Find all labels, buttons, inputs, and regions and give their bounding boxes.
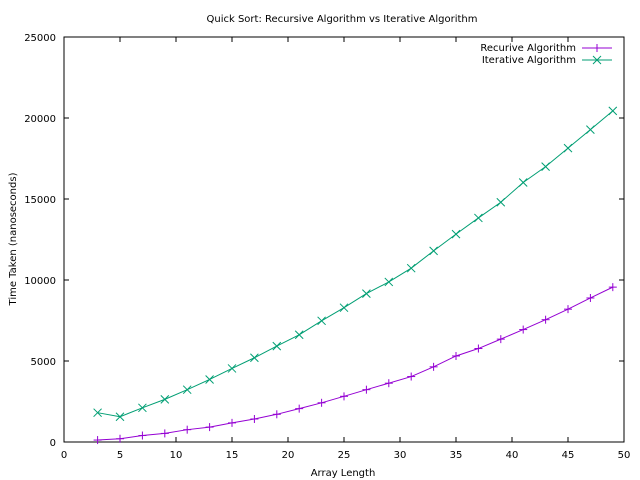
y-tick-label: 25000 <box>24 33 56 44</box>
x-tick-label: 25 <box>338 450 351 461</box>
x-tick-label: 30 <box>394 450 407 461</box>
data-point <box>160 395 170 404</box>
y-tick-label: 15000 <box>24 195 56 206</box>
y-tick-label: 5000 <box>31 357 56 368</box>
series-0 <box>93 283 617 445</box>
plot-area: 0 5 10 15 20 25 30 35 40 45 50 0 5000 10000 15000 20000… <box>24 33 630 461</box>
data-point <box>116 434 124 443</box>
x-tick-label: 15 <box>226 450 239 461</box>
data-point <box>250 353 259 363</box>
data-point <box>205 423 214 432</box>
y-tick-label: 20000 <box>24 114 56 125</box>
data-point <box>496 335 505 344</box>
data-point <box>295 404 304 413</box>
data-point <box>205 375 214 384</box>
x-tick-label: 20 <box>282 450 295 461</box>
legend-marker <box>593 44 601 52</box>
data-point <box>340 392 348 401</box>
x-tick-label: 50 <box>618 450 631 461</box>
data-point <box>586 293 595 302</box>
x-tick-label: 45 <box>562 450 575 461</box>
data-point <box>496 197 506 207</box>
legend-entry: Recurive Algorithm <box>480 43 612 54</box>
data-point <box>250 414 259 423</box>
data-point <box>362 385 371 394</box>
data-point <box>339 303 349 313</box>
data-point <box>429 246 438 256</box>
y-tick-label: 10000 <box>24 276 56 287</box>
data-point <box>228 418 236 427</box>
data-point <box>138 431 147 440</box>
data-point <box>608 106 618 116</box>
data-point <box>564 305 572 314</box>
x-tick-label: 35 <box>450 450 463 461</box>
data-point <box>474 344 483 353</box>
data-point <box>160 429 169 438</box>
data-point <box>115 412 125 422</box>
data-point <box>272 341 282 351</box>
data-point <box>519 325 528 334</box>
legend-label: Iterative Algorithm <box>482 55 576 66</box>
data-point <box>474 213 483 223</box>
data-point <box>183 425 192 434</box>
data-point <box>227 364 237 373</box>
data-point <box>518 178 528 187</box>
data-point <box>272 410 281 419</box>
data-point <box>93 436 102 445</box>
series-line <box>97 286 614 441</box>
x-tick-label: 0 <box>61 450 67 461</box>
data-point <box>362 289 371 298</box>
data-point <box>294 330 304 340</box>
data-point <box>406 263 416 273</box>
data-point <box>541 315 550 324</box>
data-point <box>384 277 394 287</box>
x-tick-label: 40 <box>506 450 519 461</box>
y-axis-label: Time Taken (nanoseconds) <box>8 172 19 306</box>
legend-marker <box>592 55 602 65</box>
data-point <box>384 379 393 388</box>
series-line <box>97 110 614 418</box>
data-point <box>93 408 102 418</box>
data-point <box>541 162 550 171</box>
data-point <box>608 283 617 292</box>
legend-label: Recurive Algorithm <box>480 43 576 54</box>
data-point <box>563 143 573 153</box>
x-tick-label: 10 <box>170 450 183 461</box>
data-point <box>138 403 147 413</box>
data-point <box>317 398 326 407</box>
data-point <box>317 316 326 326</box>
data-point <box>451 229 461 239</box>
data-point <box>182 385 192 395</box>
data-point <box>407 372 416 381</box>
data-point <box>452 351 460 360</box>
chart-title: Quick Sort: Recursive Algorithm vs Itera… <box>207 14 478 25</box>
series-1 <box>93 106 618 422</box>
plot-frame <box>63 36 625 443</box>
x-tick-label: 5 <box>117 450 123 461</box>
data-point <box>429 362 438 371</box>
data-point <box>586 125 595 135</box>
x-axis-label: Array Length <box>311 468 376 479</box>
y-tick-label: 0 <box>50 438 56 449</box>
legend-entry: Iterative Algorithm <box>482 55 612 66</box>
